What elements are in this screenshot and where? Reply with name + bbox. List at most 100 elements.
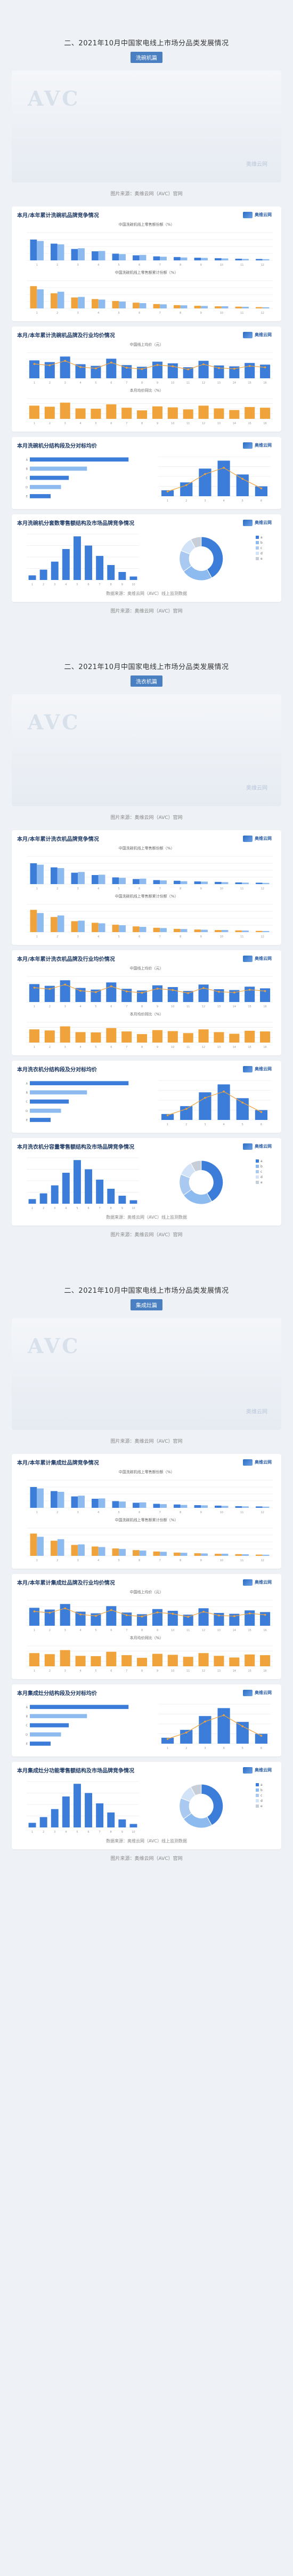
tick-label: 3 xyxy=(204,1123,206,1126)
tick-label: 5 xyxy=(95,1629,96,1632)
trend-point xyxy=(156,1611,159,1613)
legend-swatch xyxy=(256,552,259,555)
bar xyxy=(180,881,188,884)
logo-mark-icon xyxy=(243,835,253,842)
bar xyxy=(137,1034,148,1043)
bar xyxy=(29,360,39,378)
legend-swatch xyxy=(256,546,259,550)
hbar xyxy=(30,457,129,462)
bar xyxy=(260,988,271,1002)
legend-swatch xyxy=(256,1783,259,1786)
tick-label: 7 xyxy=(126,1629,127,1632)
tick-label: 16 xyxy=(263,1629,266,1632)
tick-label: 10 xyxy=(220,264,223,267)
bar xyxy=(199,1716,211,1744)
tick-label: 10 xyxy=(220,887,223,891)
bar xyxy=(62,1796,70,1827)
bar xyxy=(214,1613,224,1626)
tick-label: 11 xyxy=(186,1046,190,1049)
bar xyxy=(106,982,117,1002)
bar xyxy=(85,1169,93,1204)
tick-label: 4 xyxy=(79,381,81,385)
trend-point xyxy=(166,1738,169,1740)
bar xyxy=(183,409,193,419)
bar xyxy=(57,1539,64,1556)
bar-chart: 1 2 3 4 5 6 7 8 9 10 11 12 13 14 15 16 xyxy=(27,1022,273,1049)
bar xyxy=(161,1737,174,1744)
tick-label: 1 xyxy=(34,422,35,425)
bar xyxy=(262,931,270,932)
hero-image: AVC 奥维云网 xyxy=(12,694,281,806)
hbar xyxy=(30,1742,51,1746)
tick-label: 13 xyxy=(217,1669,221,1673)
legend-swatch xyxy=(256,1804,259,1808)
tick-label: 6 xyxy=(110,1005,112,1008)
tick-label: 12 xyxy=(261,935,264,939)
bar xyxy=(242,1506,249,1508)
bar xyxy=(121,1612,132,1626)
tick-label: 3 xyxy=(64,1005,66,1008)
card-header: 本月洗碗机分结构段及分对标均价 奥维云网 xyxy=(17,441,276,449)
bar xyxy=(174,880,181,884)
trend-point xyxy=(48,1611,51,1614)
bar-chart: 1 2 3 4 5 6 7 8 9 10 11 12 xyxy=(27,232,273,267)
tick-label: 3 xyxy=(64,1629,66,1632)
card-title: 本月/本年累计集成灶品牌竞争情况 xyxy=(17,1460,99,1466)
section-header: 二、2021年10月中国家电线上市场分品类发展情况 洗碗机篇 xyxy=(12,0,281,70)
tick-label: 11 xyxy=(240,264,243,267)
legend-swatch xyxy=(256,1794,259,1797)
tick-label: 2 xyxy=(49,1669,51,1673)
bar xyxy=(37,241,44,260)
tick-label: 16 xyxy=(263,1046,266,1049)
watermark-text: 奥维云网 xyxy=(246,1409,267,1415)
tick-label: 11 xyxy=(186,1669,190,1673)
tick-label: 3 xyxy=(204,499,206,503)
chart-subtitle: 中国洗碗机线上零售额份额（%） xyxy=(118,1470,175,1474)
bar xyxy=(137,367,148,378)
trend-point xyxy=(166,1114,169,1116)
tick-label: 2 xyxy=(49,381,51,385)
tick-label: 15 xyxy=(248,1005,251,1008)
bar xyxy=(221,1554,229,1556)
bar xyxy=(119,1549,126,1556)
tick-label: 7 xyxy=(99,1207,101,1210)
bar xyxy=(167,407,178,419)
tick-label: 12 xyxy=(261,1511,264,1514)
logo-mark-icon xyxy=(243,955,253,962)
bar xyxy=(30,286,37,308)
bar xyxy=(152,1653,162,1666)
trend-point xyxy=(260,487,263,489)
tick-label: 12 xyxy=(202,1005,205,1008)
trend-point xyxy=(185,1108,188,1110)
trend-point xyxy=(110,985,112,988)
bar xyxy=(201,306,208,308)
bar-chart: 1 2 3 4 5 6 7 8 9 10 11 12 xyxy=(27,280,273,315)
tick-label: 7 xyxy=(126,1046,127,1049)
tick-label: 2 xyxy=(56,1511,58,1514)
bar xyxy=(57,1492,64,1508)
bar xyxy=(215,881,222,884)
tick-label: 16 xyxy=(263,1669,266,1673)
chart-subtitle: 本月均价同比（%） xyxy=(129,1636,164,1640)
hbar xyxy=(30,475,69,480)
pie-slice xyxy=(190,536,202,548)
tick-label: 10 xyxy=(171,381,174,385)
bar xyxy=(129,576,137,580)
tick-label: 1 xyxy=(167,499,168,503)
bar xyxy=(194,929,201,932)
watermark-logo: AVC xyxy=(28,86,80,110)
trend-point xyxy=(172,989,174,991)
section-caption: 图片来源：奥维云网（AVC）官网 xyxy=(110,1233,183,1238)
logo-text: 奥维云网 xyxy=(255,212,272,217)
tick-label: 6 xyxy=(139,264,140,267)
card-header: 本月集成灶分功能零售额结构及市场品牌竞争情况 奥维云网 xyxy=(17,1766,276,1774)
tick-label: 9 xyxy=(157,1005,158,1008)
tick-label: 8 xyxy=(141,1005,143,1008)
logo-text: 奥维云网 xyxy=(255,1144,272,1149)
logo-text: 奥维云网 xyxy=(255,1067,272,1071)
bar xyxy=(96,555,104,580)
card-header: 本月/本年累计洗衣机品牌及行业均价情况 奥维云网 xyxy=(17,955,276,963)
bar xyxy=(180,305,188,308)
bar xyxy=(112,253,119,260)
